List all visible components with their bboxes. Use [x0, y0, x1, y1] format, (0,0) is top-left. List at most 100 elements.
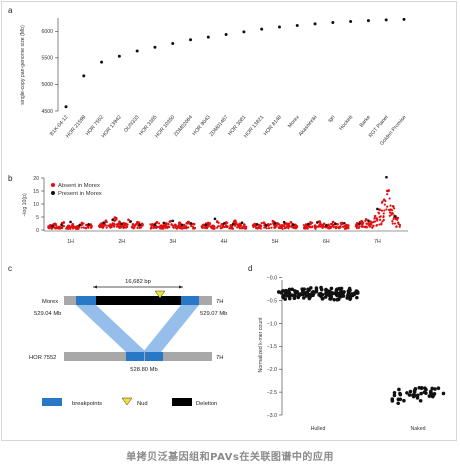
panel-b-absent-point	[378, 223, 381, 226]
panel-b-absent-point	[140, 222, 144, 226]
panel-a-xtick-label: Igri	[327, 114, 336, 123]
panel-b-absent-point	[124, 226, 128, 229]
panel-b-ytick-label: 10	[33, 202, 39, 208]
panel-d-ytick-label: −1.5	[267, 344, 277, 350]
panel-b-absent-point	[391, 220, 394, 223]
nud-marker	[154, 290, 166, 299]
panel-b-absent-point	[393, 222, 397, 225]
panel-d-point	[412, 390, 417, 394]
panel-b-xtick-label: 3H	[170, 239, 177, 245]
panel-b-present-point	[358, 222, 361, 226]
panel-a-point	[277, 25, 281, 29]
panel-b-absent-point	[230, 227, 233, 230]
panel-b-absent-point	[89, 223, 93, 226]
panel-b-absent-point	[105, 226, 108, 229]
panel-b-absent-point	[157, 222, 161, 225]
panel-b-absent-point	[396, 216, 400, 220]
panel-b-absent-point	[273, 224, 276, 227]
panel-b-absent-point	[206, 221, 210, 225]
panel-b-absent-point	[344, 227, 347, 230]
panel-b-absent-point	[347, 227, 350, 230]
figure-frame	[1, 1, 457, 441]
panel-b-absent-point	[219, 225, 222, 228]
panel-a-point	[349, 19, 353, 23]
panel-a-point	[153, 45, 157, 49]
panel-b-absent-point	[381, 220, 384, 223]
panel-b-absent-point	[379, 215, 382, 218]
panel-a-point	[64, 105, 68, 109]
panel-b-absent-point	[273, 225, 276, 229]
panel-b-absent-point	[140, 226, 143, 229]
panel-d-ytick-label: −0.5	[267, 298, 277, 304]
panel-b-absent-point	[319, 223, 322, 226]
panel-b-absent-point	[392, 207, 396, 210]
legend-present-label: Present in Morex	[58, 191, 102, 197]
panel-b-absent-point	[267, 222, 270, 226]
panel-b-absent-point	[109, 223, 112, 226]
panel-b-absent-point	[313, 224, 317, 227]
panel-b-xtick-label: 1H	[67, 239, 74, 245]
panel-b-absent-point	[363, 225, 367, 228]
panel-b-absent-point	[234, 221, 237, 224]
panel-d-point	[353, 291, 357, 295]
panel-b-absent-point	[73, 225, 77, 228]
panel-b-absent-point	[289, 220, 293, 224]
panel-b-absent-point	[375, 224, 378, 227]
panel-b-absent-point	[131, 222, 135, 226]
panel-a-ytick-label: 5500	[41, 56, 53, 62]
panel-d-point	[320, 292, 325, 297]
panel-b-absent-point	[337, 226, 340, 229]
panel-b-absent-point	[259, 227, 262, 230]
panel-b-absent-point	[295, 225, 299, 228]
panel-d-point	[419, 386, 424, 390]
panel-d-point	[427, 394, 432, 398]
span-arrow-left-head	[93, 285, 97, 289]
panel-b-absent-point	[179, 227, 182, 230]
panel-b-absent-point	[310, 226, 314, 229]
panel-b-absent-point	[102, 225, 105, 228]
panel-b-absent-point	[223, 225, 226, 229]
panel-b-absent-point	[334, 225, 338, 228]
panel-b-present-point	[120, 222, 124, 226]
panel-d-point	[398, 391, 402, 396]
panel-b-absent-point	[178, 221, 181, 225]
panel-b-absent-point	[388, 211, 392, 214]
morex-label: Morex	[42, 299, 58, 305]
panel-b-absent-point	[127, 218, 130, 222]
panel-d-point	[287, 296, 292, 301]
panel-b-absent-point	[387, 189, 391, 192]
panel-b-absent-point	[160, 224, 163, 227]
panel-b-absent-point	[115, 218, 118, 221]
panel-b-absent-point	[375, 217, 378, 220]
panel-b-present-point	[87, 222, 90, 226]
right-breakpoint-band	[143, 305, 199, 352]
panel-d-point	[429, 389, 433, 394]
span-arrow-right-head	[179, 285, 183, 289]
panel-b-present-point	[334, 222, 337, 226]
panel-d-point	[335, 293, 340, 297]
panel-b-absent-point	[156, 225, 159, 229]
panel-b-absent-point	[278, 226, 281, 229]
panel-c-letter: c	[8, 264, 12, 273]
panel-d-point	[304, 290, 308, 295]
panel-b-absent-point	[345, 223, 348, 227]
legend-nud-label: Nud	[137, 401, 148, 407]
panel-d-point	[309, 286, 313, 290]
panel-d-point	[323, 295, 328, 299]
panel-b-absent-point	[272, 222, 275, 225]
panel-b-absent-point	[71, 222, 75, 226]
panel-a-point	[402, 17, 406, 21]
panel-d-point	[419, 391, 423, 396]
panel-d-point	[308, 292, 312, 297]
panel-d-point	[348, 288, 352, 292]
panel-b-absent-point	[57, 225, 61, 229]
panel-d-point	[355, 291, 360, 295]
panel-d-point	[314, 289, 319, 294]
panel-b-absent-point	[253, 222, 257, 226]
panel-a-xtick-label: Akashinriki	[298, 114, 319, 137]
panel-b-absent-point	[372, 221, 375, 224]
panel-a-point	[295, 23, 299, 27]
panel-d-point	[436, 386, 441, 391]
panel-b-absent-point	[155, 220, 159, 224]
panel-b-absent-point	[80, 226, 83, 229]
